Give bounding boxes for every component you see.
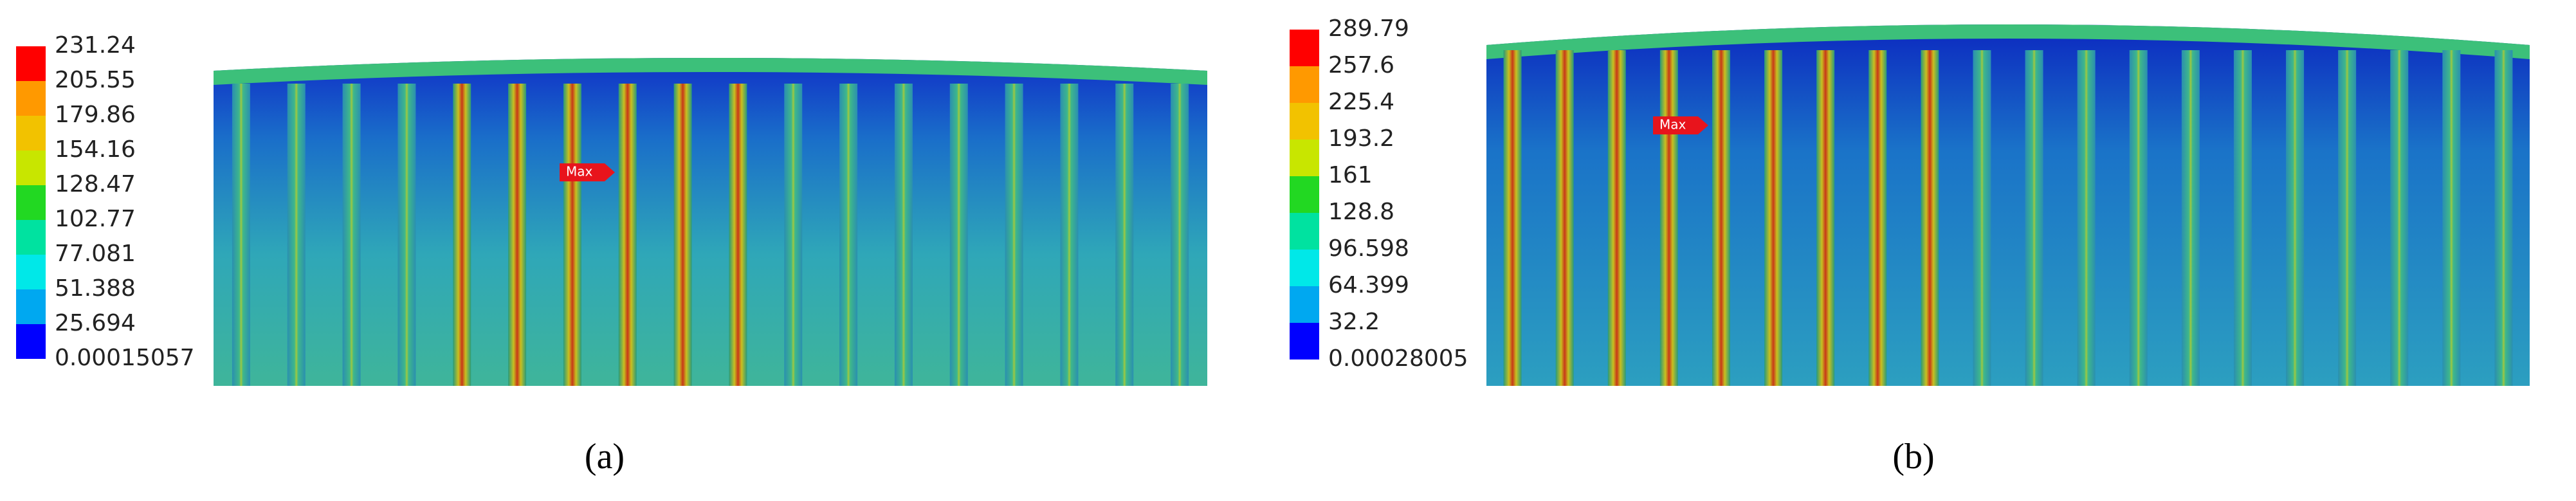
legend-swatch	[16, 46, 46, 81]
rib	[2338, 50, 2357, 386]
max-marker	[1653, 116, 1708, 134]
legend-label: 257.6	[1328, 52, 1394, 78]
caption: (a)	[585, 437, 625, 477]
rib	[1764, 50, 1783, 386]
rib	[2286, 50, 2305, 386]
rib	[2390, 50, 2409, 386]
rib	[2077, 50, 2096, 386]
legend-swatch	[1290, 30, 1319, 66]
rib	[287, 84, 306, 386]
rib	[342, 84, 361, 386]
rib	[1005, 84, 1023, 386]
rib	[1973, 50, 1991, 386]
legend-label: 289.79	[1328, 15, 1409, 42]
legend-swatch	[1290, 323, 1319, 360]
legend-swatch	[16, 255, 46, 289]
contour-rim	[214, 58, 1207, 85]
legend-swatch	[16, 324, 46, 359]
legend-swatch	[16, 220, 46, 255]
legend-swatch	[16, 150, 46, 185]
rib	[618, 84, 637, 386]
rib	[2442, 50, 2461, 386]
legend-label: 193.2	[1328, 125, 1394, 152]
rib	[1171, 84, 1189, 386]
legend-swatch	[1290, 176, 1319, 213]
legend-swatch	[1290, 250, 1319, 286]
rib	[1555, 50, 1574, 386]
rib	[2181, 50, 2200, 386]
legend-label: 0.00015057	[55, 345, 195, 371]
max-marker	[560, 163, 615, 181]
legend-label: 161	[1328, 162, 1373, 188]
legend-label: 64.399	[1328, 272, 1409, 298]
legend-swatch	[1290, 66, 1319, 103]
legend-swatch	[16, 81, 46, 116]
rib	[2025, 50, 2043, 386]
rib	[1816, 50, 1835, 386]
legend-label: 96.598	[1328, 235, 1409, 262]
rib	[2494, 50, 2513, 386]
legend-label: 128.47	[55, 171, 136, 197]
rib	[2233, 50, 2252, 386]
rib	[839, 84, 858, 386]
rib	[784, 84, 803, 386]
legend-swatch	[16, 116, 46, 150]
legend-label: 231.24	[55, 32, 136, 59]
contour-rim	[1486, 24, 2530, 59]
legend-label: 0.00028005	[1328, 345, 1468, 372]
contour-body	[214, 58, 1207, 386]
legend-label: 225.4	[1328, 89, 1394, 115]
legend-label: 25.694	[55, 310, 136, 336]
legend-swatch	[1290, 286, 1319, 323]
rib	[1921, 50, 1939, 386]
legend-label: 154.16	[55, 136, 136, 163]
rib	[1060, 84, 1079, 386]
panel-b: 289.79 257.6 225.4 193.2 161 128.8 96.598 64.39…	[1290, 15, 2530, 477]
legend-label: 32.2	[1328, 309, 1380, 335]
rib	[949, 84, 968, 386]
rib	[453, 84, 471, 386]
rib	[1868, 50, 1887, 386]
rib	[1607, 50, 1626, 386]
rib	[397, 84, 416, 386]
legend-swatch	[16, 185, 46, 220]
rib	[2129, 50, 2148, 386]
rib	[1712, 50, 1730, 386]
max-label: Max	[566, 164, 593, 179]
rib	[673, 84, 692, 386]
rib	[508, 84, 527, 386]
rib	[232, 84, 250, 386]
legend-swatch	[1290, 213, 1319, 250]
legend-label: 128.8	[1328, 199, 1394, 225]
rib	[729, 84, 747, 386]
max-label: Max	[1659, 117, 1686, 132]
legend-swatch	[1290, 140, 1319, 176]
legend-swatch	[1290, 103, 1319, 140]
legend-swatch	[16, 289, 46, 324]
legend-label: 179.86	[55, 102, 136, 128]
legend-label: 51.388	[55, 275, 136, 302]
rib	[1115, 84, 1134, 386]
rib	[894, 84, 913, 386]
legend-label: 77.081	[55, 241, 136, 267]
contour-body	[1486, 24, 2530, 386]
legend-label: 205.55	[55, 67, 136, 93]
caption: (b)	[1892, 437, 1934, 477]
panel-a: 231.24 205.55 179.86 154.16 128.47 102.77 77.0…	[16, 32, 1207, 477]
rib	[1503, 50, 1522, 386]
rib	[1659, 50, 1678, 386]
rib	[563, 84, 581, 386]
legend-label: 102.77	[55, 206, 136, 232]
